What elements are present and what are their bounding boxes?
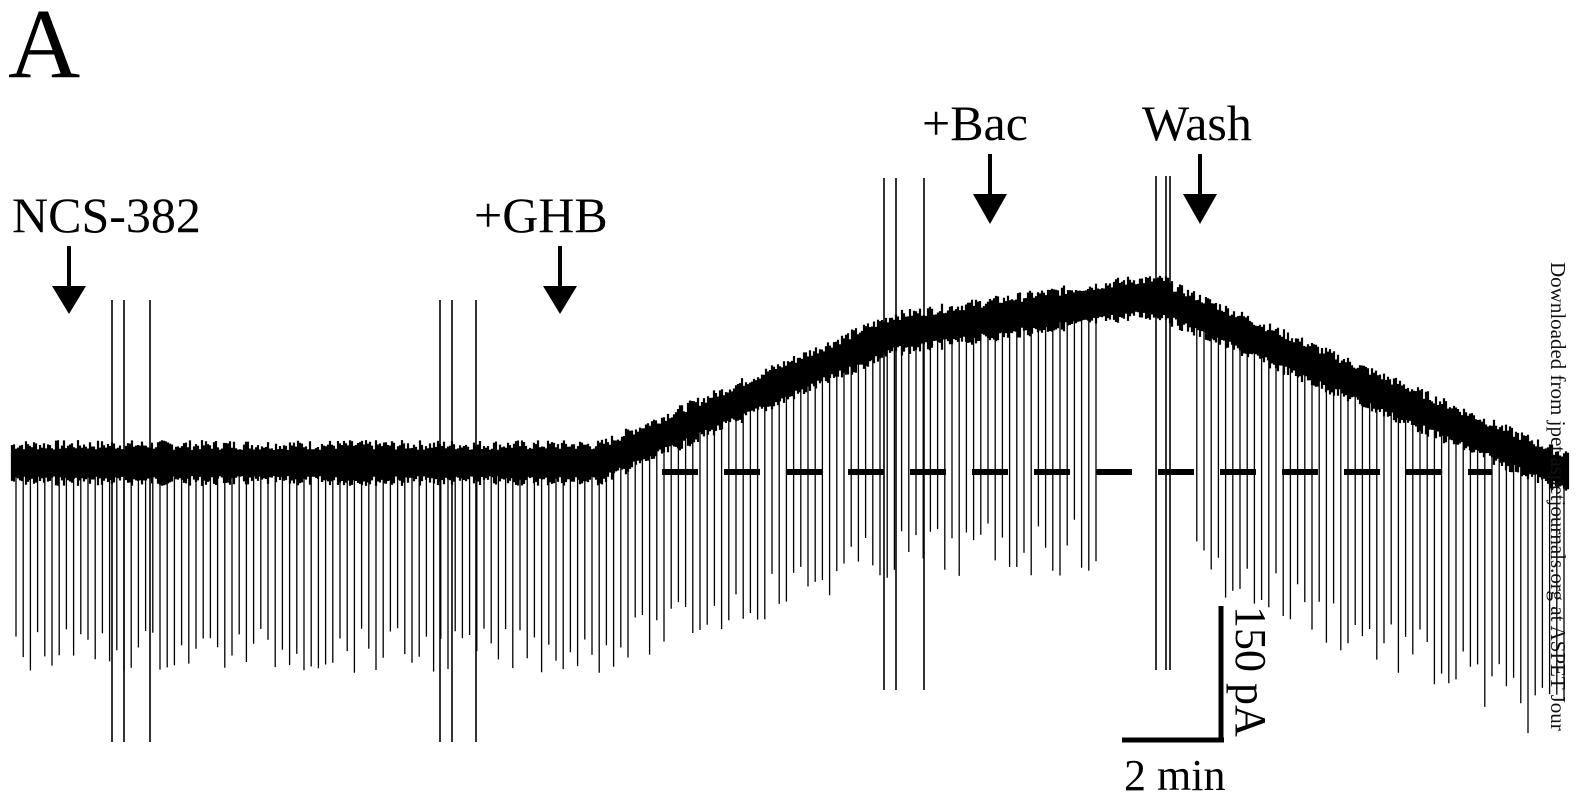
scale-bar: [1122, 606, 1224, 743]
bac-arrow-icon: [973, 154, 1007, 224]
time-scale-label: 2 min: [1124, 751, 1226, 800]
ncs-arrow-icon: [52, 246, 86, 314]
download-watermark: Downloaded from jpet.aspetjournals.org a…: [1546, 262, 1570, 731]
current-scale-label: 150 pA: [1226, 606, 1275, 737]
panel-letter: A: [8, 0, 81, 99]
trace-baseline-noise: [10, 275, 1570, 491]
trace-sweeps: [15, 176, 1565, 742]
ncs-382-label: NCS-382: [12, 187, 201, 243]
wash-arrow-icon: [1183, 154, 1217, 224]
wash-label: Wash: [1142, 95, 1252, 151]
ghb-label: +GHB: [474, 187, 608, 243]
trace-sweep-lines: [15, 300, 1565, 734]
bac-label: +Bac: [922, 95, 1028, 151]
trace-baseline: [10, 275, 1570, 491]
ghb-arrow-icon: [543, 246, 577, 314]
